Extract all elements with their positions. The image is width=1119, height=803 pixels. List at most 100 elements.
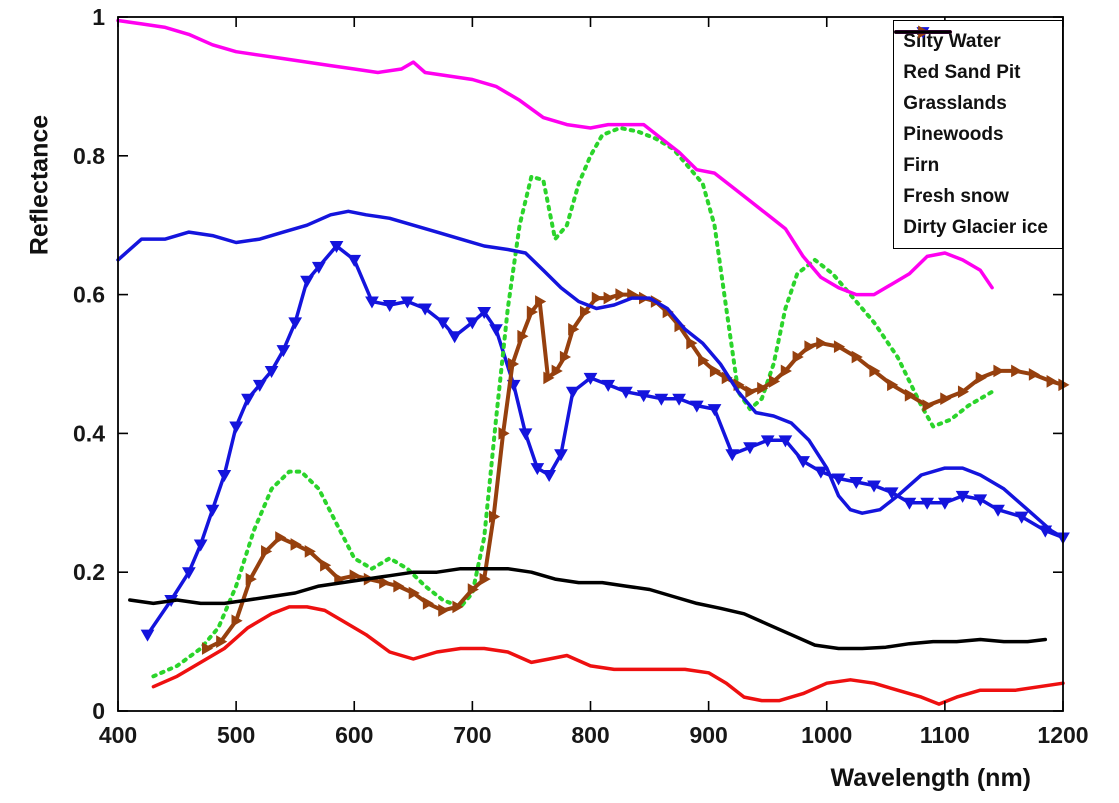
series-marker-triangle-down	[140, 629, 155, 642]
legend-label-dirty-glacier-ice: Dirty Glacier ice	[903, 216, 1048, 238]
legend-item-grasslands: Grasslands	[894, 30, 1048, 119]
x-tick-label: 1000	[801, 722, 852, 748]
series-marker-triangle-right	[591, 291, 603, 305]
series-marker-triangle-right	[438, 604, 450, 617]
series-marker-triangle-down	[583, 372, 598, 385]
series-line-silty-water	[151, 605, 1065, 706]
series-marker-triangle-down	[973, 494, 988, 507]
series-marker-triangle-down	[477, 306, 492, 319]
series-marker-triangle-right	[408, 586, 420, 600]
x-axis-label: Wavelength (nm)	[830, 764, 1031, 792]
series-marker-triangle-right	[833, 340, 846, 354]
series-marker-triangle-down	[867, 480, 881, 493]
series-marker-triangle-down	[276, 345, 291, 358]
series-marker-triangle-right	[698, 354, 710, 367]
series-marker-triangle-down	[264, 365, 279, 378]
x-tick-label: 1200	[1037, 722, 1088, 748]
series-marker-triangle-right	[275, 531, 287, 544]
series-marker-triangle-right	[579, 305, 592, 319]
series-marker-triangle-right	[686, 336, 698, 350]
series-marker-triangle-down	[300, 275, 314, 288]
series-marker-triangle-right	[780, 364, 792, 378]
y-tick-label: 0	[92, 698, 105, 724]
series-marker-triangle-down	[217, 470, 232, 483]
series-marker-triangle-down	[1014, 511, 1029, 524]
legend-label-silty-water: Silty Water	[903, 30, 1001, 52]
series-marker-triangle-right	[768, 374, 781, 388]
series-marker-triangle-down	[554, 449, 568, 462]
series-marker-triangle-down	[920, 497, 935, 510]
series-marker-triangle-down	[400, 296, 415, 309]
series-marker-triangle-down	[229, 421, 243, 434]
x-tick-label: 500	[217, 722, 255, 748]
y-axis-label: Reflectance	[25, 114, 54, 256]
y-tick-label: 0.2	[73, 559, 105, 585]
series-marker-triangle-right	[304, 545, 316, 558]
series-marker-triangle-down	[530, 463, 545, 476]
series-marker-triangle-down	[636, 390, 651, 403]
series-marker-triangle-down	[382, 300, 397, 313]
series-marker-triangle-down	[654, 393, 669, 406]
series-marker-triangle-right	[1011, 364, 1023, 378]
series-marker-triangle-down	[707, 404, 722, 417]
series-marker-triangle-down	[365, 296, 379, 309]
series-marker-triangle-down	[760, 435, 775, 448]
legend-item-pinewoods: Pinewoods	[894, 25, 1048, 150]
series-marker-triangle-right	[940, 392, 952, 406]
x-tick-label: 1100	[920, 722, 970, 748]
series-line-grasslands	[151, 126, 995, 679]
series-marker-triangle-down	[182, 567, 196, 580]
series-marker-triangle-right	[615, 288, 627, 301]
series-marker-triangle-down	[329, 241, 344, 254]
legend-item-dirty-glacier-ice: Dirty Glacier ice	[894, 30, 1048, 243]
series-marker-triangle-right	[526, 305, 538, 319]
series-marker-triangle-right	[479, 572, 491, 586]
series-marker-triangle-right	[957, 385, 970, 399]
series-marker-triangle-down	[435, 317, 450, 330]
legend-label-pinewoods: Pinewoods	[903, 123, 1004, 145]
series-marker-triangle-down	[465, 317, 480, 330]
series-marker-triangle-right	[517, 329, 529, 343]
series-marker-triangle-right	[261, 545, 273, 558]
series-marker-triangle-down	[938, 497, 952, 510]
legend-label-firn: Firn	[903, 154, 940, 176]
legend-item-firn: Firn	[894, 30, 1048, 181]
y-tick-label: 0.8	[73, 143, 105, 169]
series-marker-triangle-right	[603, 291, 615, 305]
series-marker-triangle-down	[955, 490, 970, 503]
series-marker-triangle-down	[672, 393, 686, 406]
x-tick-label: 600	[335, 722, 373, 748]
series-line-fresh-snow	[116, 18, 994, 297]
series-marker-triangle-right	[349, 569, 361, 583]
series-marker-triangle-right	[231, 614, 243, 628]
legend-item-fresh-snow: Fresh snow	[894, 30, 1048, 212]
y-tick-label: 0.6	[73, 282, 105, 308]
series-marker-triangle-down	[991, 504, 1005, 517]
series-marker-triangle-down	[689, 400, 704, 413]
series-marker-triangle-right	[922, 399, 934, 413]
series-marker-triangle-right	[816, 336, 828, 350]
series-marker-triangle-right	[709, 364, 722, 378]
legend: Silty Water Red Sand Pit Grasslands Pinewoo…	[893, 20, 1063, 249]
series-marker-triangle-right	[489, 510, 501, 524]
legend-item-red-sand-pit: Red Sand Pit	[894, 27, 1048, 88]
series-marker-triangle-right	[559, 350, 572, 364]
series-line-red-sand-pit	[145, 244, 1065, 637]
series-marker-triangle-right	[216, 635, 228, 648]
series-marker-triangle-down	[193, 539, 208, 552]
series-marker-triangle-right	[201, 642, 214, 655]
series-marker-triangle-down	[252, 379, 267, 392]
series-marker-triangle-right	[745, 385, 757, 399]
series-marker-triangle-right	[290, 538, 302, 551]
series-marker-triangle-right	[1028, 368, 1040, 381]
series-marker-triangle-down	[205, 504, 220, 517]
series-marker-triangle-down	[796, 456, 810, 469]
series-marker-triangle-right	[320, 558, 332, 572]
series-marker-triangle-right	[568, 322, 580, 336]
series-marker-triangle-right	[467, 583, 479, 596]
series-marker-triangle-right	[245, 572, 257, 586]
series-marker-triangle-right	[393, 579, 405, 593]
series-marker-triangle-right	[757, 381, 769, 395]
series-marker-triangle-right	[535, 295, 547, 308]
